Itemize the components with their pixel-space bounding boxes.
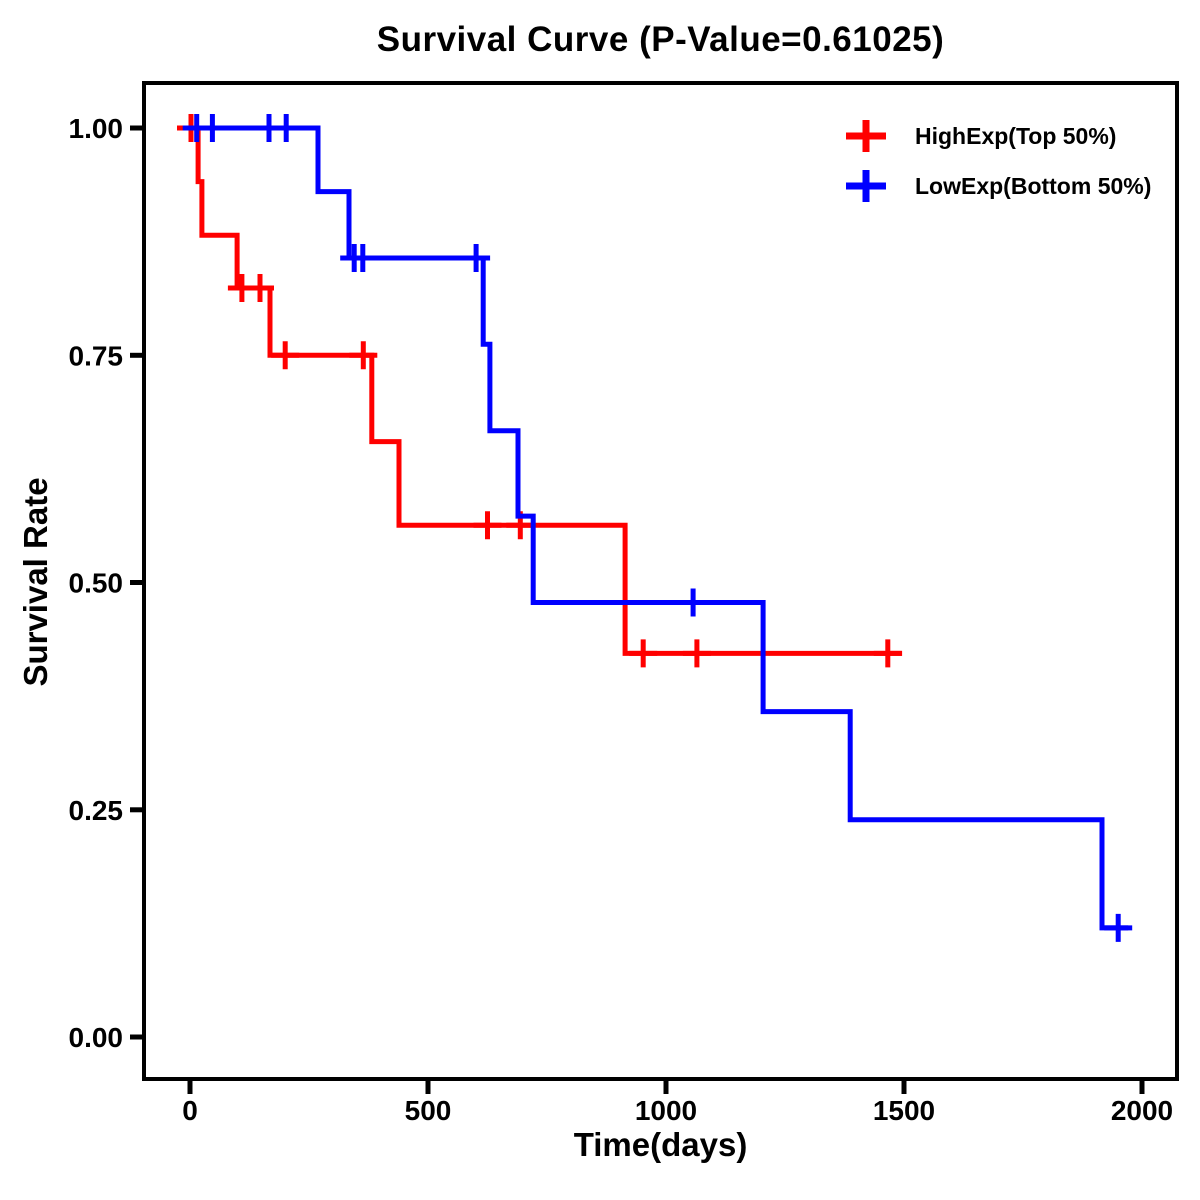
x-axis-label: Time(days): [573, 1126, 748, 1163]
y-tick-label-0.50: 0.50: [69, 568, 124, 599]
survival-curve-lowexp: [190, 125, 1129, 931]
x-tick-label-1500: 1500: [873, 1095, 935, 1126]
y-tick-label-0.00: 0.00: [69, 1022, 124, 1053]
x-tick-label-0: 0: [182, 1095, 198, 1126]
legend-label-highexp: HighExp(Top 50%): [915, 122, 1117, 149]
legend-marker-highexp: [846, 120, 886, 152]
y-tick-label-0.25: 0.25: [69, 795, 124, 826]
legend-label-lowexp: LowExp(Bottom 50%): [915, 172, 1152, 199]
x-tick-label-500: 500: [405, 1095, 452, 1126]
y-tick-label-0.75: 0.75: [69, 340, 124, 371]
y-tick-label-1.00: 1.00: [69, 113, 124, 144]
legend: HighExp(Top 50%) LowExp(Bottom 50%): [844, 118, 1174, 218]
x-tick-label-1000: 1000: [635, 1095, 697, 1126]
censor-marks-lowexp: [182, 114, 1133, 942]
plus-marker-icon: [846, 120, 886, 152]
legend-item-highexp: HighExp(Top 50%): [844, 118, 1174, 154]
plot-frame: [142, 81, 1179, 1081]
y-axis-label: Survival Rate: [17, 477, 54, 687]
survival-curve-highexp: [190, 125, 903, 656]
x-tick-label-2000: 2000: [1111, 1095, 1173, 1126]
censor-marks-highexp: [177, 114, 902, 668]
plus-marker-icon: [846, 170, 886, 202]
legend-marker-lowexp: [846, 170, 886, 202]
legend-item-lowexp: LowExp(Bottom 50%): [844, 168, 1174, 204]
chart-title: Survival Curve (P-Value=0.61025): [376, 20, 945, 59]
